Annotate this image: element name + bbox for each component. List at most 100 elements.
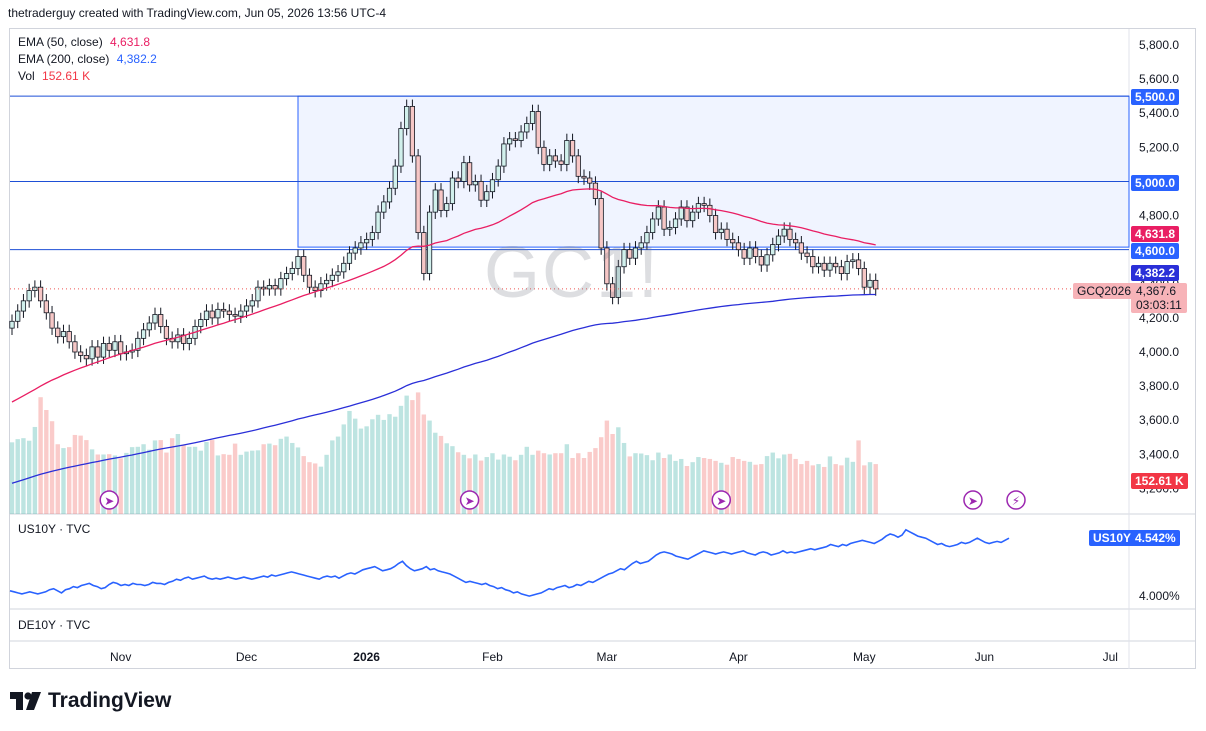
candle	[684, 200, 690, 228]
price-axis-tick: 5,400.0	[1139, 106, 1179, 120]
candle	[60, 324, 67, 344]
candle-body	[278, 278, 284, 290]
candle-body	[833, 262, 839, 268]
candle-body	[409, 106, 416, 157]
candle	[163, 319, 170, 346]
candle	[49, 305, 55, 335]
volume-bar	[627, 456, 632, 514]
candle	[655, 200, 661, 226]
candle	[329, 268, 335, 288]
candle	[364, 232, 370, 250]
candle-body	[272, 285, 278, 290]
candle-body	[587, 177, 593, 184]
volume-bar	[564, 444, 570, 514]
candle-body	[261, 286, 267, 290]
candle	[455, 171, 461, 189]
volume-bar	[639, 453, 644, 514]
candle	[72, 334, 78, 359]
volume-bar	[341, 424, 346, 514]
volume-bar	[295, 447, 301, 514]
volume-bar	[450, 446, 455, 514]
candle	[764, 247, 770, 272]
candle	[615, 259, 621, 305]
candle-body	[478, 181, 484, 201]
symbol-watermark: GC1!	[484, 233, 661, 313]
candle	[375, 205, 381, 240]
us10y-symbol-tag: US10Y	[1089, 530, 1136, 546]
candle-body	[707, 204, 713, 216]
candle-body	[501, 143, 507, 167]
candle	[524, 116, 530, 139]
legend-ema200[interactable]: EMA (200, close) 4,382.2	[18, 51, 157, 68]
volume-bar	[147, 449, 152, 514]
candle	[610, 276, 616, 305]
candle-body	[112, 341, 118, 351]
candle-body	[60, 331, 67, 338]
time-axis-tick: Jul	[1103, 650, 1118, 664]
candle-body	[438, 189, 444, 211]
us10y-pane-label[interactable]: US10Y · TVC	[18, 522, 91, 536]
volume-bar	[844, 457, 850, 514]
time-axis-tick: Nov	[110, 650, 131, 664]
candle	[335, 265, 341, 283]
candle-body	[226, 310, 232, 315]
candle-body	[787, 228, 793, 240]
candle	[444, 196, 450, 218]
volume-bar	[856, 440, 861, 514]
volume-bar	[158, 440, 163, 514]
candle-body	[89, 346, 95, 360]
candle-body	[175, 334, 181, 343]
candle	[312, 280, 318, 298]
candle	[169, 331, 175, 349]
candle	[83, 348, 89, 366]
volume-bar	[513, 460, 518, 514]
volume-bar	[318, 466, 324, 514]
volume-bar	[764, 456, 770, 514]
volume-tag: 152.61 K	[1131, 473, 1188, 489]
candle	[306, 268, 313, 295]
candle	[552, 149, 559, 168]
volume-bar	[478, 460, 484, 514]
candle	[243, 299, 250, 318]
volume-bar	[787, 453, 793, 514]
volume-bar	[250, 450, 255, 514]
volume-bar	[15, 439, 20, 514]
candle	[409, 99, 416, 163]
candle	[466, 155, 473, 192]
legend-ema50[interactable]: EMA (50, close) 4,631.8	[18, 34, 157, 51]
legend-vol[interactable]: Vol 152.61 K	[18, 68, 157, 85]
candle-body	[106, 343, 112, 351]
tradingview-logo-icon	[10, 692, 41, 710]
candle	[318, 276, 324, 298]
candle-body	[827, 262, 833, 271]
volume-bar	[730, 457, 735, 514]
candle-body	[283, 273, 290, 280]
volume-bar	[375, 414, 381, 514]
candle-body	[295, 256, 301, 269]
candle-body	[724, 228, 730, 240]
volume-bar	[719, 462, 724, 514]
candle	[272, 278, 278, 296]
candle-body	[644, 232, 650, 244]
candle-body	[358, 242, 364, 249]
candle-body	[547, 155, 553, 165]
volume-bar	[330, 440, 335, 514]
level-5000-tag: 5,000.0	[1131, 175, 1180, 191]
de10y-pane-label[interactable]: DE10Y · TVC	[18, 618, 91, 632]
candle-body	[569, 140, 576, 157]
volume-bar	[393, 416, 398, 514]
candle-body	[684, 206, 690, 222]
candle-body	[581, 175, 587, 179]
volume-bar	[307, 462, 312, 514]
candle	[415, 149, 421, 240]
volume-bar	[227, 454, 232, 514]
candle-body	[421, 232, 427, 274]
candle	[398, 121, 404, 173]
volume-bar	[358, 428, 364, 514]
candle-body	[352, 247, 358, 254]
candle-body	[95, 346, 101, 358]
candle-body	[667, 227, 673, 230]
candle-body	[672, 218, 679, 228]
candle-body	[838, 266, 845, 274]
